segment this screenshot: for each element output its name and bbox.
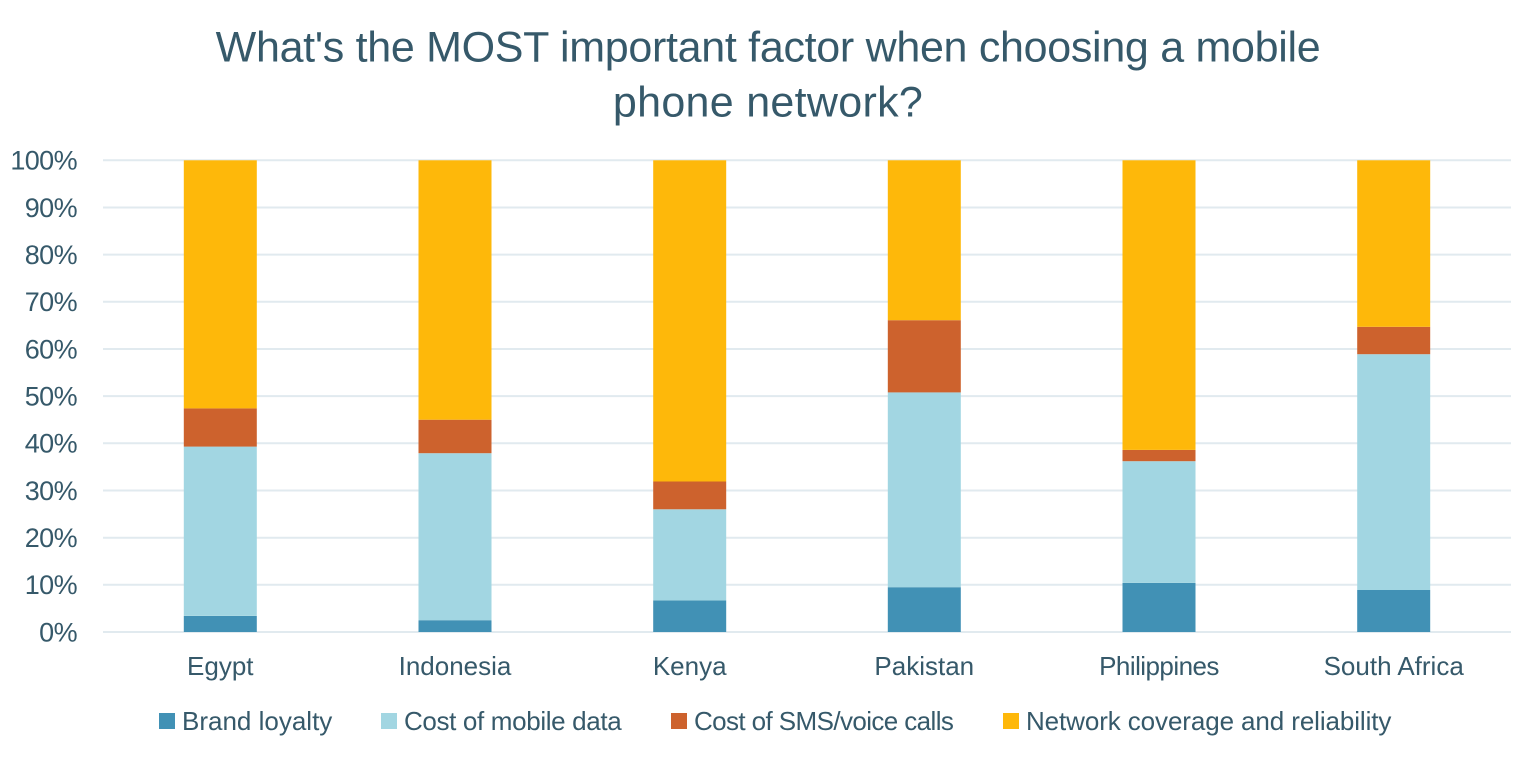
svg-text:Kenya: Kenya xyxy=(653,651,727,681)
svg-text:Indonesia: Indonesia xyxy=(399,651,512,681)
svg-text:20%: 20% xyxy=(25,523,78,553)
svg-text:80%: 80% xyxy=(25,240,78,270)
svg-text:90%: 90% xyxy=(25,193,78,223)
svg-text:Egypt: Egypt xyxy=(187,651,254,681)
svg-text:Pakistan: Pakistan xyxy=(874,651,974,681)
svg-text:70%: 70% xyxy=(25,287,78,317)
svg-text:Network coverage and reliabili: Network coverage and reliability xyxy=(1026,706,1391,736)
svg-text:60%: 60% xyxy=(25,334,78,364)
svg-text:0%: 0% xyxy=(39,617,77,647)
svg-text:Brand loyalty: Brand loyalty xyxy=(182,706,332,736)
svg-text:What's the MOST important fact: What's the MOST important factor when ch… xyxy=(216,24,1321,72)
svg-text:100%: 100% xyxy=(10,146,77,176)
svg-text:Cost of SMS/voice calls: Cost of SMS/voice calls xyxy=(694,706,954,736)
svg-text:40%: 40% xyxy=(25,429,78,459)
svg-text:Philippines: Philippines xyxy=(1099,651,1219,681)
svg-text:10%: 10% xyxy=(25,570,78,600)
svg-text:50%: 50% xyxy=(25,382,78,412)
svg-text:phone network?: phone network? xyxy=(613,79,923,127)
svg-text:Cost of mobile data: Cost of mobile data xyxy=(404,706,622,736)
svg-text:South Africa: South Africa xyxy=(1324,651,1465,681)
svg-text:30%: 30% xyxy=(25,476,78,506)
